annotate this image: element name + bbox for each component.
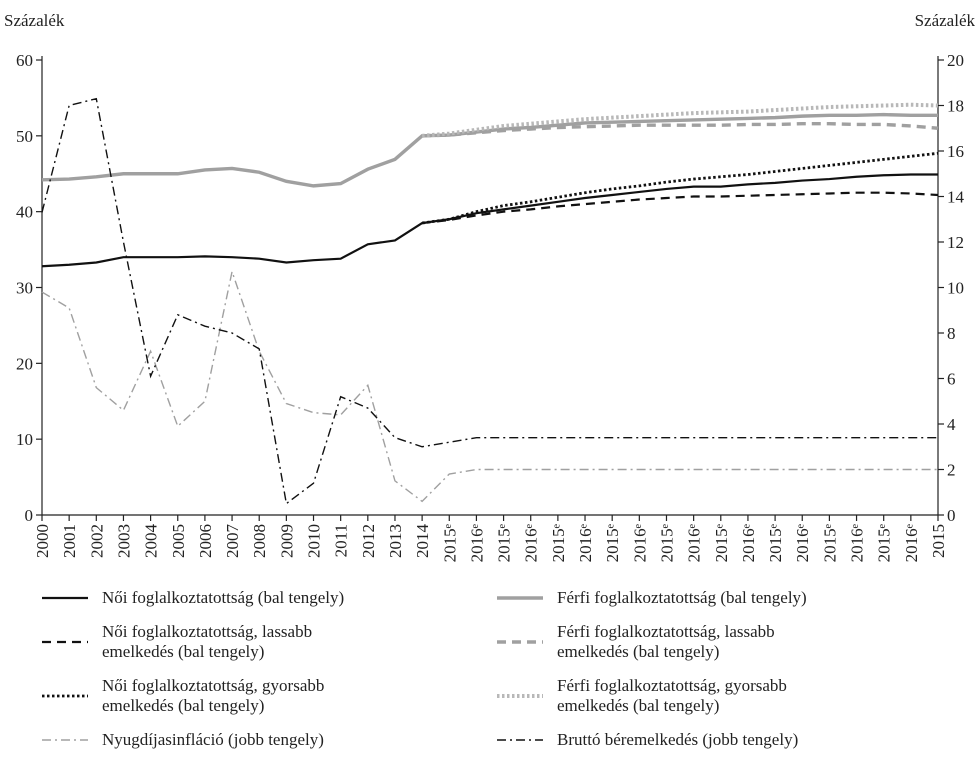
- legend-swatch: [42, 739, 88, 741]
- legend-label: Férfi foglalkoztatottság, lassabb emelke…: [557, 622, 775, 661]
- x-tick-label: 2013: [386, 524, 405, 558]
- x-tick-label: 2006: [196, 524, 215, 558]
- legend-swatch: [42, 596, 88, 600]
- y-tick-label: 40: [16, 203, 33, 222]
- x-tick-label: 2015ᵉ: [495, 523, 514, 562]
- y2-tick-label: 10: [947, 279, 964, 298]
- legend-swatch: [42, 694, 88, 698]
- legend-item: Férfi foglalkoztatottság (bal tengely): [495, 588, 950, 608]
- x-tick-label: 2016ᵉ: [739, 523, 758, 562]
- x-tick-label: 2015ᵉ: [875, 523, 894, 562]
- legend-swatch: [497, 596, 543, 600]
- x-tick-label: 2009: [277, 524, 296, 558]
- y-axis-label: Százalék: [4, 11, 65, 30]
- legend-label: Férfi foglalkoztatottság, gyorsabb emelk…: [557, 676, 787, 715]
- x-tick-label: 2000: [33, 524, 52, 558]
- legend-item: Női foglalkoztatottság, lassabb emelkedé…: [40, 622, 495, 662]
- x-tick-label: 2015ᵉ: [440, 523, 459, 562]
- x-tick-label: 2014: [413, 524, 432, 559]
- y2-tick-label: 12: [947, 233, 964, 252]
- y2-tick-label: 0: [947, 506, 956, 525]
- x-tick-label: 2015: [929, 524, 948, 558]
- legend-label: Férfi foglalkoztatottság (bal tengely): [557, 588, 807, 607]
- series-line: [421, 102, 939, 138]
- chart: Százalék Százalék 0 10 20 30 40 50 60 0 2 4 6 8 10 12…: [4, 11, 976, 562]
- series-line: [41, 97, 938, 505]
- x-tick-label: 2015ᵉ: [712, 523, 731, 562]
- x-tick-label: 2002: [87, 524, 106, 558]
- y2-tick-label: 6: [947, 370, 956, 389]
- x-tick-label: 2016ᵉ: [576, 523, 595, 562]
- x-tick-label: 2016ᵉ: [467, 523, 486, 562]
- x-tick-label: 2011: [332, 524, 351, 557]
- y-tick-label: 0: [25, 506, 34, 525]
- series-line: [422, 122, 939, 138]
- x-tick-label: 2015ᵉ: [657, 523, 676, 562]
- series-line: [421, 191, 939, 225]
- y-tick-label: 30: [16, 279, 33, 298]
- y-tick-label: 60: [16, 51, 33, 70]
- y2-tick-label: 20: [947, 51, 964, 70]
- legend-item: Férfi foglalkoztatottság, gyorsabb emelk…: [495, 676, 950, 716]
- legend-label: Női foglalkoztatottság, gyorsabb emelked…: [102, 676, 325, 715]
- x-tick-label: 2015ᵉ: [820, 523, 839, 562]
- y2-tick-label: 18: [947, 97, 964, 116]
- x-tick-label: 2015ᵉ: [766, 523, 785, 562]
- legend: Női foglalkoztatottság (bal tengely) Férf…: [40, 588, 970, 750]
- legend-item: Férfi foglalkoztatottság, lassabb emelke…: [495, 622, 950, 662]
- legend-swatch: [497, 640, 543, 644]
- series-line: [41, 173, 938, 268]
- legend-label: Női foglalkoztatottság, lassabb emelkedé…: [102, 622, 313, 661]
- series-line: [41, 268, 938, 503]
- x-tick-label: 2012: [359, 524, 378, 558]
- legend-item: Női foglalkoztatottság (bal tengely): [40, 588, 495, 608]
- x-tick-label: 2005: [169, 524, 188, 558]
- series-line: [421, 151, 939, 225]
- x-tick-label: 2016ᵉ: [522, 523, 541, 562]
- x-tick-label: 2016ᵉ: [902, 523, 921, 562]
- legend-swatch: [497, 694, 543, 698]
- y-tick-label: 10: [16, 430, 33, 449]
- x-tick-label: 2008: [250, 524, 269, 558]
- x-tick-label: 2003: [114, 524, 133, 558]
- x-tick-label: 2001: [60, 524, 79, 558]
- y2-axis-label: Százalék: [915, 11, 976, 30]
- legend-item: Bruttó béremelkedés (jobb tengely): [495, 730, 950, 750]
- x-tick-label: 2016ᵉ: [848, 523, 867, 562]
- x-tick-label: 2016ᵉ: [685, 523, 704, 562]
- legend-label: Bruttó béremelkedés (jobb tengely): [557, 730, 799, 749]
- legend-label: Nyugdíjasinfláció (jobb tengely): [102, 730, 324, 749]
- x-tick-label: 2010: [305, 524, 324, 558]
- x-tick-label: 2015ᵉ: [549, 523, 568, 562]
- y2-tick-label: 16: [947, 142, 964, 161]
- legend-item: Női foglalkoztatottság, gyorsabb emelked…: [40, 676, 495, 716]
- y2-tick-label: 2: [947, 461, 956, 480]
- y2-tick-label: 14: [947, 188, 965, 207]
- x-tick-label: 2015ᵉ: [603, 523, 622, 562]
- legend-swatch: [497, 739, 543, 741]
- x-tick-label: 2004: [142, 524, 161, 559]
- y-tick-label: 50: [16, 127, 33, 146]
- y2-tick-label: 4: [947, 415, 956, 434]
- x-tick-label: 2007: [223, 524, 242, 559]
- x-tick-label: 2016ᵉ: [793, 523, 812, 562]
- legend-swatch: [42, 640, 88, 644]
- legend-item: Nyugdíjasinfláció (jobb tengely): [40, 730, 495, 750]
- y-tick-label: 20: [16, 354, 33, 373]
- y2-tick-label: 8: [947, 324, 956, 343]
- x-tick-label: 2016ᵉ: [630, 523, 649, 562]
- legend-label: Női foglalkoztatottság (bal tengely): [102, 588, 345, 607]
